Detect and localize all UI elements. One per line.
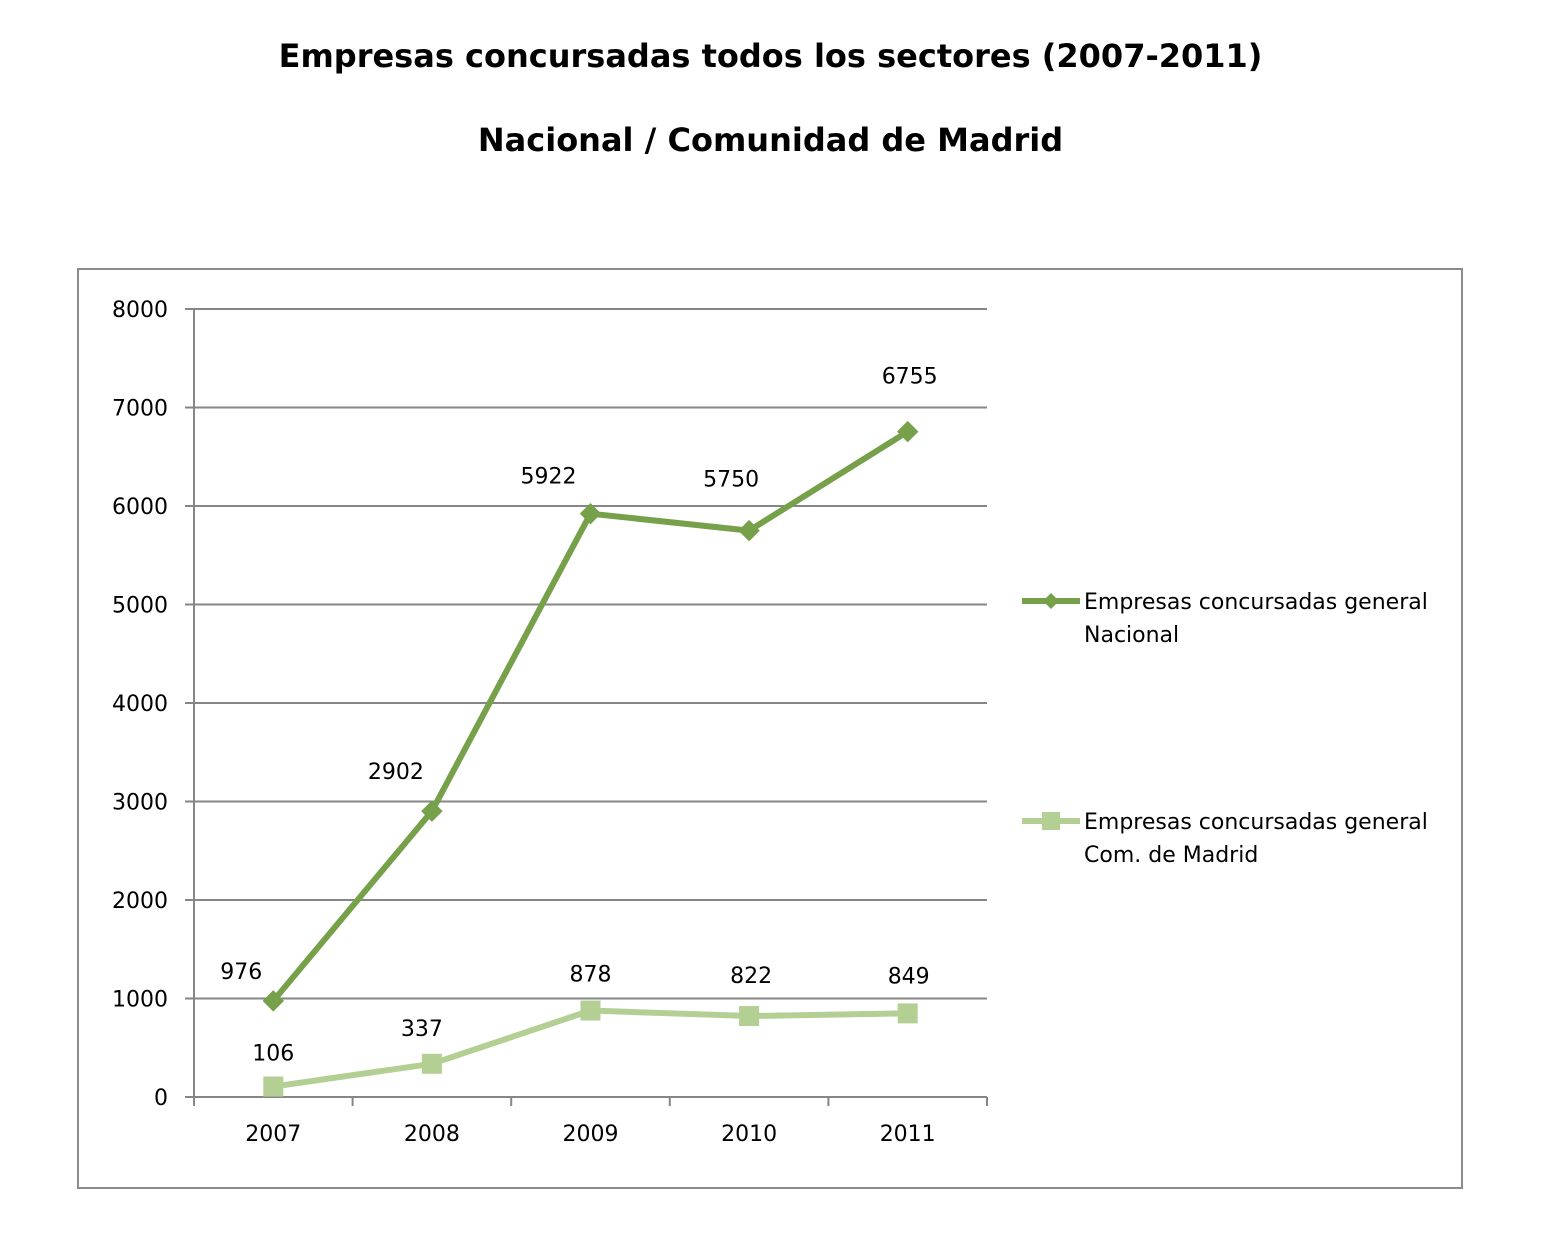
series-group xyxy=(262,420,919,1097)
y-tick-label: 8000 xyxy=(112,298,168,323)
y-tick-label: 2000 xyxy=(112,889,168,914)
data-point-diamond xyxy=(896,420,919,443)
data-label: 976 xyxy=(220,960,262,985)
data-point-square xyxy=(580,1000,601,1021)
y-tick-label: 5000 xyxy=(112,594,168,619)
data-point-diamond xyxy=(421,800,443,822)
data-label: 6755 xyxy=(882,365,938,390)
data-point-diamond xyxy=(738,519,760,542)
data-label: 849 xyxy=(888,964,930,989)
data-label: 878 xyxy=(570,963,612,988)
legend-label: Empresas concursadas general xyxy=(1084,810,1428,835)
data-point-diamond xyxy=(579,502,602,525)
data-label: 337 xyxy=(401,1017,443,1042)
legend: Empresas concursadas general Nacional Empr… xyxy=(1022,590,1428,868)
legend-label: Nacional xyxy=(1084,623,1179,648)
data-label: 2902 xyxy=(368,760,424,785)
y-tick-label: 7000 xyxy=(112,397,168,422)
chart-title: Empresas concursadas todos los sectores … xyxy=(278,37,1263,75)
data-point-square xyxy=(739,1006,760,1027)
y-tick-label: 0 xyxy=(154,1086,168,1111)
data-label: 822 xyxy=(730,964,772,989)
legend-marker-square xyxy=(1042,812,1060,830)
y-tick-label: 1000 xyxy=(112,988,168,1013)
legend-label: Com. de Madrid xyxy=(1084,843,1258,868)
x-tick-label: 2011 xyxy=(880,1122,936,1147)
data-point-diamond xyxy=(262,990,285,1012)
x-tick-label: 2007 xyxy=(245,1122,301,1147)
gridlines xyxy=(194,308,987,1000)
data-label: 106 xyxy=(252,1042,294,1067)
data-point-square xyxy=(263,1076,284,1097)
x-tick-label: 2010 xyxy=(721,1122,777,1147)
y-tick-label: 4000 xyxy=(112,692,168,717)
axes: 0 1000 2000 3000 4000 5000 6000 7000 8000 2007 200… xyxy=(112,298,988,1147)
data-label: 5750 xyxy=(703,468,759,493)
chart-subtitle: Nacional / Comunidad de Madrid xyxy=(477,121,1064,159)
chart-frame xyxy=(77,268,1463,1189)
data-label: 5922 xyxy=(521,465,577,490)
legend-label: Empresas concursadas general xyxy=(1084,590,1428,615)
data-labels: 976 2902 5922 5750 6755 106 337 878 822 849 xyxy=(220,365,937,1067)
y-tick-label: 6000 xyxy=(112,495,168,520)
y-tick-label: 3000 xyxy=(112,791,168,816)
data-point-square xyxy=(421,1053,442,1074)
data-point-square xyxy=(897,1003,918,1024)
x-tick-label: 2008 xyxy=(404,1122,460,1147)
x-tick-label: 2009 xyxy=(563,1122,619,1147)
legend-marker-diamond xyxy=(1043,593,1059,609)
